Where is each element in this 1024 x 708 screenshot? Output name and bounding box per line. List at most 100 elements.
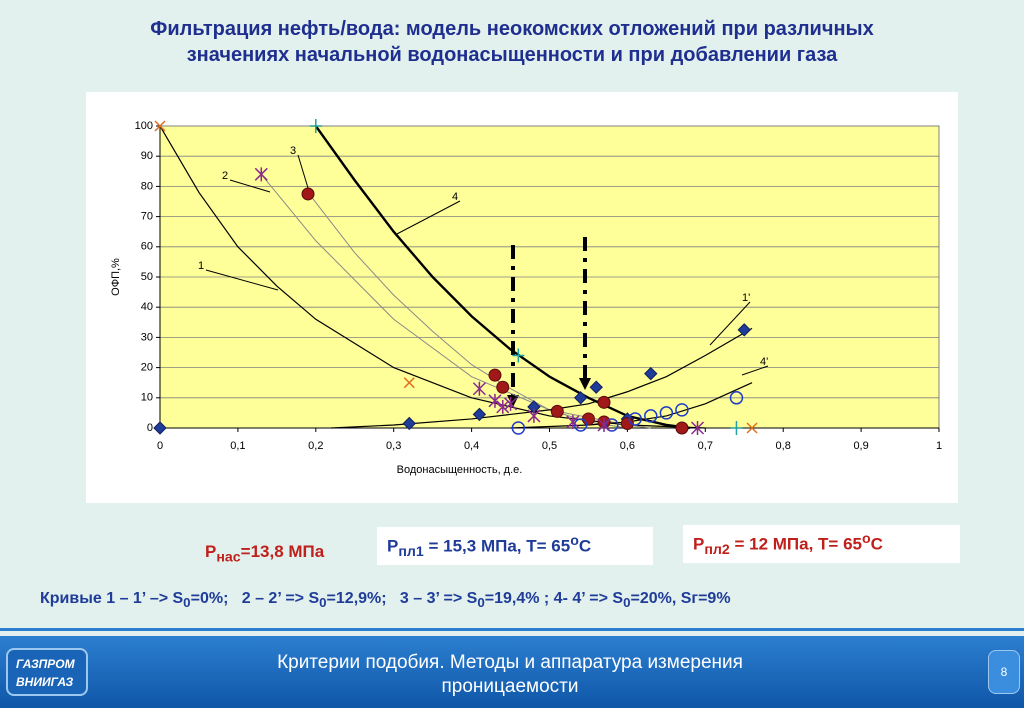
marker	[690, 421, 705, 435]
curve	[314, 125, 690, 430]
curve	[307, 192, 628, 429]
marker	[504, 396, 518, 411]
logo-text: ГАЗПРОМ	[16, 657, 75, 671]
p-sat: Pнас=13,8 МПа	[205, 542, 324, 565]
x-tick-label: 0,2	[308, 440, 323, 452]
x-tick-label: 0,5	[542, 440, 557, 452]
marker	[730, 421, 743, 435]
t: 0	[183, 595, 191, 611]
y-tick-label: 20	[141, 362, 153, 374]
page-number: 8	[988, 650, 1020, 694]
marker	[628, 412, 642, 426]
marker	[620, 416, 634, 430]
leader-line	[709, 301, 751, 346]
slide-title: значениях начальной водонасыщенности и п…	[186, 44, 838, 66]
footer-title: проницаемости	[441, 676, 579, 697]
x-tick-label: 1	[936, 440, 942, 452]
x-tick-label: 0	[157, 440, 163, 452]
y-tick-label: 40	[141, 301, 153, 313]
curve-label: 2	[222, 170, 228, 182]
marker	[675, 403, 689, 417]
marker	[472, 407, 487, 422]
slide-title: Фильтрация нефть/вода: модель неокомских…	[150, 18, 874, 40]
curve-label: 1	[198, 260, 204, 272]
marker	[512, 348, 525, 363]
marker	[496, 399, 510, 414]
marker	[527, 408, 541, 423]
marker	[737, 323, 751, 337]
y-tick-label: 30	[141, 331, 153, 343]
marker	[309, 119, 322, 133]
marker	[746, 422, 758, 434]
y-tick-label: 70	[141, 211, 153, 223]
y-axis-label: ОФП,%	[110, 258, 122, 296]
marker	[573, 418, 588, 432]
marker	[659, 406, 674, 420]
t: Кривые 1 – 1’ –> S	[40, 590, 184, 607]
marker	[403, 377, 415, 389]
t: 0	[477, 595, 485, 611]
curve	[331, 327, 753, 429]
marker	[301, 187, 315, 201]
divider	[0, 628, 1024, 631]
y-tick-label: 0	[147, 422, 153, 434]
t: пл2	[704, 542, 730, 559]
marker	[254, 167, 268, 182]
t: пл1	[398, 544, 424, 561]
x-tick-label: 0,8	[776, 440, 791, 452]
t: C	[578, 536, 592, 556]
x-axis-label: Водонасыщенность, д.е.	[397, 464, 523, 476]
curve-label: 4'	[760, 356, 768, 368]
leader-line	[394, 200, 461, 236]
t: =12,9%; 3 – 3’ => S	[326, 590, 478, 607]
logo: ГАЗПРОМ ВНИИГАЗ	[6, 648, 88, 696]
marker	[675, 421, 689, 435]
x-tick-label: 0,9	[853, 440, 868, 452]
y-tick-label: 100	[135, 120, 153, 132]
t: o	[570, 533, 579, 549]
t: 0	[319, 595, 327, 611]
marker	[154, 120, 166, 132]
marker	[402, 416, 416, 431]
marker	[153, 421, 167, 435]
curve-label: 1'	[742, 292, 750, 304]
t: =13,8 МПа	[240, 542, 325, 561]
leader-line	[297, 154, 309, 189]
marker	[644, 409, 658, 423]
marker	[644, 366, 658, 381]
leader-line	[229, 179, 271, 193]
marker	[472, 381, 486, 396]
t: =20%, Sг=9%	[630, 590, 731, 607]
logo-text: ВНИИГАЗ	[16, 675, 74, 689]
marker	[488, 393, 502, 408]
t: 0	[623, 595, 631, 611]
curve-label: 3	[290, 145, 296, 157]
y-tick-label: 60	[141, 241, 153, 253]
marker	[573, 391, 588, 405]
t: =19,4% ; 4- 4’ => S	[484, 590, 624, 607]
p-res2: Pпл2 = 12 МПа, T= 65oC	[683, 525, 960, 563]
marker	[729, 391, 744, 405]
x-tick-label: 0,3	[386, 440, 401, 452]
t: C	[870, 534, 883, 554]
leader-line	[205, 269, 279, 291]
t: = 15,3 МПа, T= 65	[423, 536, 571, 556]
marker	[589, 380, 603, 394]
y-tick-label: 80	[141, 180, 153, 192]
x-tick-label: 0,6	[620, 440, 635, 452]
t: нас	[216, 549, 241, 566]
marker	[597, 395, 611, 409]
curves-note: Кривые 1 – 1’ –> S0=0%; 2 – 2’ => S0=12,…	[40, 590, 731, 610]
x-tick-label: 0,1	[230, 440, 245, 452]
curve-label: 4	[452, 191, 458, 203]
footer: ГАЗПРОМ ВНИИГАЗ Критерии подобия. Методы…	[0, 636, 1024, 708]
marker	[550, 404, 564, 418]
marker	[511, 421, 526, 435]
footer-title: Критерии подобия. Методы и аппаратура из…	[277, 652, 743, 673]
y-tick-label: 90	[141, 150, 153, 162]
chart: 0 10 20 30 40 50 60 70 80 90 100 0 0,1 0,2 0,3 0,4 0,5 0,…	[86, 92, 958, 503]
y-tick-label: 50	[141, 271, 153, 283]
t: P	[205, 542, 217, 561]
t: = 12 МПа, T= 65	[729, 534, 862, 554]
